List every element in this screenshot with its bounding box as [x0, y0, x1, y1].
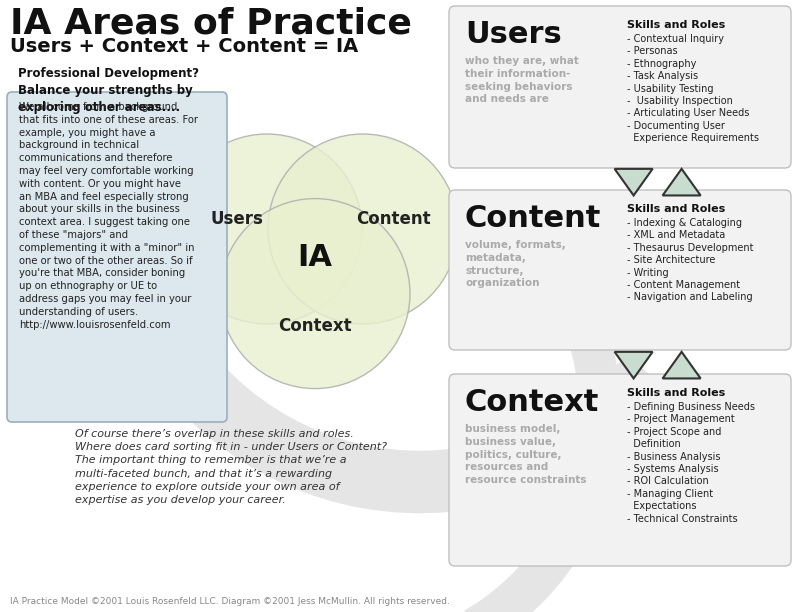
- Polygon shape: [615, 352, 653, 378]
- FancyBboxPatch shape: [449, 190, 791, 350]
- Text: business model,
business value,
politics, culture,
resources and
resource constr: business model, business value, politics…: [465, 424, 587, 485]
- Text: We all come from a background
that fits into one of these areas. For
example, yo: We all come from a background that fits …: [19, 102, 198, 330]
- Text: Content: Content: [465, 204, 601, 233]
- Text: - Indexing & Cataloging
- XML and Metadata
- Thesaurus Development
- Site Archit: - Indexing & Cataloging - XML and Metada…: [626, 218, 753, 302]
- FancyBboxPatch shape: [7, 92, 227, 422]
- Text: Professional Development?
Balance your strengths by
exploring other areas....: Professional Development? Balance your s…: [18, 67, 199, 114]
- Text: Users + Context + Content = IA: Users + Context + Content = IA: [10, 37, 358, 56]
- Text: Content: Content: [356, 210, 430, 228]
- Text: - Defining Business Needs
- Project Management
- Project Scope and
  Definition
: - Defining Business Needs - Project Mana…: [626, 402, 755, 524]
- Text: Context: Context: [278, 316, 352, 335]
- Text: who they are, what
their information-
seeking behaviors
and needs are: who they are, what their information- se…: [465, 56, 579, 105]
- Text: Skills and Roles: Skills and Roles: [626, 388, 725, 398]
- Text: Users: Users: [465, 20, 562, 49]
- Text: Context: Context: [465, 388, 600, 417]
- Polygon shape: [663, 352, 701, 378]
- Text: volume, formats,
metadata,
structure,
organization: volume, formats, metadata, structure, or…: [465, 240, 565, 288]
- Circle shape: [220, 199, 410, 389]
- FancyBboxPatch shape: [449, 374, 791, 566]
- Text: - Contextual Inquiry
- Personas
- Ethnography
- Task Analysis
- Usability Testin: - Contextual Inquiry - Personas - Ethnog…: [626, 34, 759, 143]
- Text: IA: IA: [298, 242, 333, 272]
- Text: Users: Users: [211, 210, 264, 228]
- Polygon shape: [663, 169, 701, 195]
- Text: Skills and Roles: Skills and Roles: [626, 204, 725, 214]
- Polygon shape: [615, 169, 653, 195]
- Text: Skills and Roles: Skills and Roles: [626, 20, 725, 30]
- Text: IA Practice Model ©2001 Louis Rosenfeld LLC. Diagram ©2001 Jess McMullin. All ri: IA Practice Model ©2001 Louis Rosenfeld …: [10, 597, 450, 606]
- Text: Of course there’s overlap in these skills and roles.
Where does card sorting fit: Of course there’s overlap in these skill…: [75, 429, 387, 505]
- Circle shape: [172, 134, 362, 324]
- Text: IA Areas of Practice: IA Areas of Practice: [10, 6, 412, 40]
- FancyBboxPatch shape: [449, 6, 791, 168]
- Circle shape: [268, 134, 458, 324]
